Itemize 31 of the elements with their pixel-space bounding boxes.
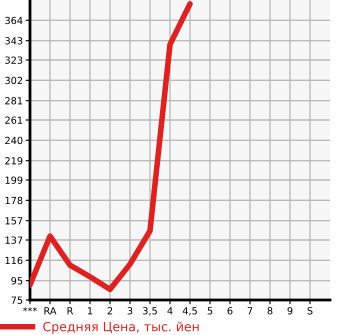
legend-label: Средняя Цена, тыс. йен bbox=[43, 322, 199, 334]
y-tick-label: 199 bbox=[6, 176, 22, 184]
x-tick-label: 4 bbox=[167, 307, 173, 314]
y-tick-label: 178 bbox=[6, 196, 22, 204]
y-tick-label: 343 bbox=[5, 37, 22, 44]
x-tick-label: 4,5 bbox=[182, 307, 197, 316]
y-tick-label: 219 bbox=[5, 157, 22, 164]
y-tick-label: 137 bbox=[6, 236, 22, 244]
y-tick-label: 302 bbox=[5, 76, 22, 84]
y-tick-label: 116 bbox=[6, 256, 22, 264]
y-tick-label: 75 bbox=[11, 296, 22, 304]
x-tick-label: 8 bbox=[268, 307, 272, 314]
y-tick-label: 95 bbox=[11, 277, 22, 284]
x-tick-label: 1 bbox=[88, 307, 92, 314]
y-tick-label: 323 bbox=[5, 56, 22, 64]
x-tick-label: RA bbox=[44, 307, 56, 314]
x-tick-label: 7 bbox=[248, 307, 252, 314]
x-tick-label: *** bbox=[23, 307, 37, 312]
x-tick-label: 3 bbox=[128, 307, 132, 314]
y-tick-label: 261 bbox=[5, 116, 22, 124]
x-tick-label: S bbox=[308, 307, 313, 314]
y-tick-label: 240 bbox=[5, 136, 22, 144]
y-tick-label: 157 bbox=[6, 217, 22, 224]
x-tick-label: 9 bbox=[288, 307, 292, 314]
x-tick-label: 6 bbox=[228, 307, 232, 314]
x-tick-label: R bbox=[68, 307, 74, 314]
x-tick-label: 5 bbox=[208, 307, 212, 314]
y-tick-label: 281 bbox=[5, 97, 22, 104]
x-tick-label: 3,5 bbox=[143, 307, 157, 316]
x-tick-label: 2 bbox=[108, 307, 112, 314]
y-tick-label: 364 bbox=[5, 16, 23, 24]
